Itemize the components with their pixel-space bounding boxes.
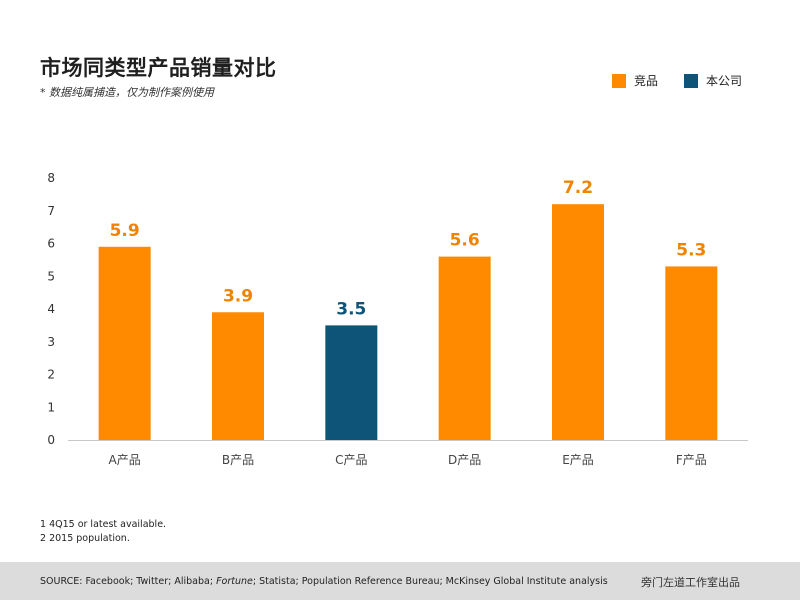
- legend-swatch-company: [684, 73, 699, 88]
- x-tick-label: A产品: [109, 453, 141, 467]
- studio-credit: 旁门左道工作室出品: [641, 576, 740, 589]
- y-tick-label: 7: [47, 204, 55, 218]
- footnotes: 1 4Q15 or latest available. 2 2015 popul…: [40, 518, 166, 546]
- y-tick-label: 6: [47, 237, 55, 251]
- data-label: 5.3: [676, 240, 706, 260]
- y-tick-label: 8: [47, 171, 55, 185]
- chart-legend: 竞品 本公司: [612, 72, 742, 89]
- source-italic: Fortune: [216, 576, 253, 587]
- data-label: 3.9: [223, 286, 253, 306]
- y-tick-label: 3: [47, 335, 55, 349]
- bar: [212, 312, 264, 440]
- data-label: 3.5: [336, 299, 366, 319]
- data-label: 5.9: [110, 221, 140, 241]
- page-subtitle: * 数据纯属捕造，仅为制作案例使用: [40, 86, 214, 99]
- legend-swatch-competitor: [612, 73, 626, 88]
- source-suffix: ; Statista; Population Reference Bureau;…: [252, 576, 608, 587]
- y-tick-label: 2: [47, 368, 55, 382]
- y-tick-label: 4: [47, 302, 55, 316]
- footnote-2: 2 2015 population.: [40, 533, 130, 544]
- x-tick-label: B产品: [222, 453, 254, 467]
- y-tick-label: 0: [47, 433, 55, 447]
- page-title: 市场同类型产品销量对比: [40, 56, 277, 80]
- x-tick-label: F产品: [676, 453, 707, 467]
- footnote-1: 1 4Q15 or latest available.: [40, 519, 167, 530]
- legend-item-competitor: 竞品: [612, 72, 658, 89]
- y-tick-label: 1: [47, 400, 55, 414]
- footer-bar: SOURCE: Facebook; Twitter; Alibaba; Fort…: [0, 562, 800, 600]
- legend-label-company: 本公司: [706, 74, 743, 88]
- data-label: 5.6: [450, 231, 480, 251]
- y-tick-label: 5: [47, 269, 55, 283]
- bar-chart: 0 1 2 3 4 5 6 7 8 5.9 A产品 3.9 B产品 3.5 C产品 5.6 D产品 7.2 E产品 5…: [47, 171, 748, 467]
- x-tick-label: C产品: [335, 453, 367, 467]
- data-label: 7.2: [563, 178, 593, 198]
- bar: [325, 325, 378, 440]
- bar: [98, 246, 151, 440]
- source-line: SOURCE: Facebook; Twitter; Alibaba; Fort…: [40, 576, 608, 587]
- x-tick-label: D产品: [448, 453, 481, 467]
- bar: [665, 266, 718, 440]
- x-tick-label: E产品: [562, 453, 594, 467]
- legend-item-company: 本公司: [684, 72, 742, 89]
- source-prefix: SOURCE: Facebook; Twitter; Alibaba;: [40, 576, 217, 587]
- legend-label-competitor: 竞品: [634, 74, 659, 88]
- bar: [438, 256, 491, 440]
- bar: [552, 204, 604, 440]
